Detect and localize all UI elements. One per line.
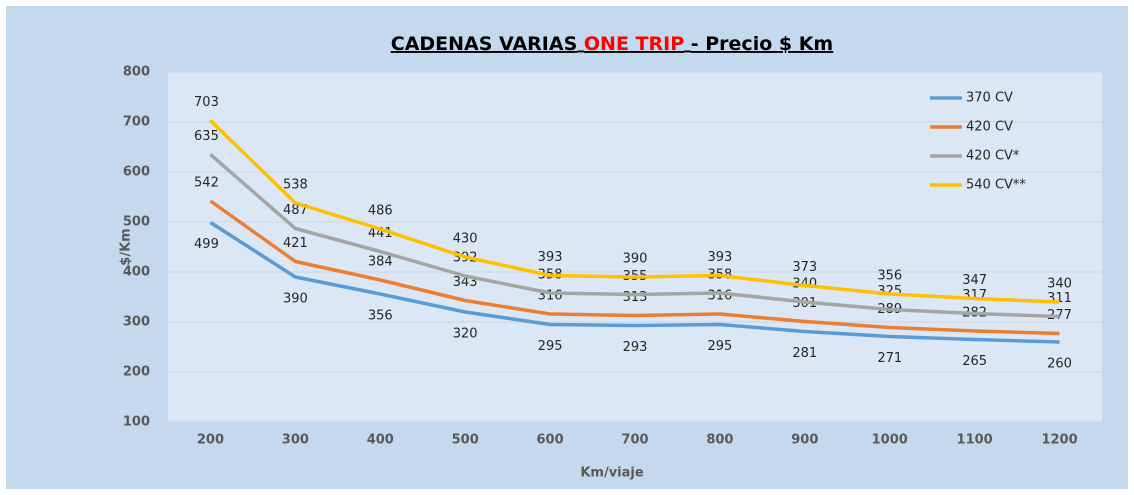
data-label: 356 [877, 269, 902, 284]
x-tick-label: 700 [621, 433, 648, 448]
data-label: 487 [283, 203, 308, 218]
y-tick-label: 500 [123, 215, 150, 230]
y-tick-label: 700 [123, 115, 150, 130]
legend-label: 370 CV [966, 91, 1013, 106]
y-tick-label: 400 [123, 265, 150, 280]
y-tick-label: 100 [123, 415, 150, 430]
series-line [209, 221, 1060, 344]
data-label: 265 [962, 354, 987, 369]
chart-title: CADENAS VARIAS ONE TRIP - Precio $ Km [391, 33, 833, 55]
data-label: 390 [283, 292, 308, 307]
data-label: 635 [194, 129, 219, 144]
y-tick-label: 600 [123, 165, 150, 180]
x-tick-label: 400 [367, 433, 394, 448]
x-tick-label: 1100 [957, 433, 993, 448]
data-label: 295 [707, 339, 732, 354]
data-label: 320 [453, 327, 478, 342]
data-label: 347 [962, 273, 987, 288]
legend-label: 540 CV** [966, 178, 1026, 193]
data-label: 313 [623, 290, 648, 305]
x-tick-label: 500 [452, 433, 479, 448]
data-label: 421 [283, 236, 308, 251]
data-label: 281 [792, 346, 817, 361]
data-label: 393 [707, 250, 732, 265]
y-axis-label: $/Km [119, 228, 134, 265]
data-label: 499 [194, 237, 219, 252]
data-label: 340 [1047, 277, 1072, 292]
title-part: - Precio $ Km [691, 33, 833, 55]
title-part: CADENAS VARIAS [391, 33, 578, 55]
x-axis-label: Km/viaje [580, 466, 644, 481]
data-label: 373 [792, 260, 817, 275]
x-tick-label: 900 [791, 433, 818, 448]
plot-area [168, 72, 1102, 422]
x-tick-label: 300 [282, 433, 309, 448]
series-line [209, 153, 1060, 319]
data-label: 384 [368, 255, 393, 270]
data-label: 295 [538, 339, 563, 354]
data-label: 486 [368, 204, 393, 219]
y-tick-label: 300 [123, 315, 150, 330]
data-label: 393 [538, 250, 563, 265]
legend-label: 420 CV [966, 120, 1013, 135]
data-label: 390 [623, 252, 648, 267]
x-tick-label: 1000 [872, 433, 908, 448]
series-line [209, 119, 1060, 304]
x-tick-label: 600 [537, 433, 564, 448]
x-tick-label: 800 [706, 433, 733, 448]
series-line [209, 199, 1060, 336]
data-label: 430 [453, 232, 478, 247]
data-label: 703 [194, 95, 219, 110]
data-label: 271 [877, 351, 902, 366]
y-tick-label: 200 [123, 365, 150, 380]
data-label: 293 [623, 340, 648, 355]
title-highlight: ONE TRIP [584, 33, 684, 55]
x-tick-label: 200 [197, 433, 224, 448]
data-label: 316 [707, 289, 732, 304]
data-label: 356 [368, 309, 393, 324]
data-label: 317 [962, 288, 987, 303]
legend-label: 420 CV* [966, 149, 1020, 164]
y-tick-label: 800 [123, 65, 150, 80]
data-label: 311 [1047, 291, 1072, 306]
data-label: 542 [194, 176, 219, 191]
data-label: 260 [1047, 357, 1072, 372]
x-tick-label: 1200 [1041, 433, 1077, 448]
data-label: 538 [283, 178, 308, 193]
